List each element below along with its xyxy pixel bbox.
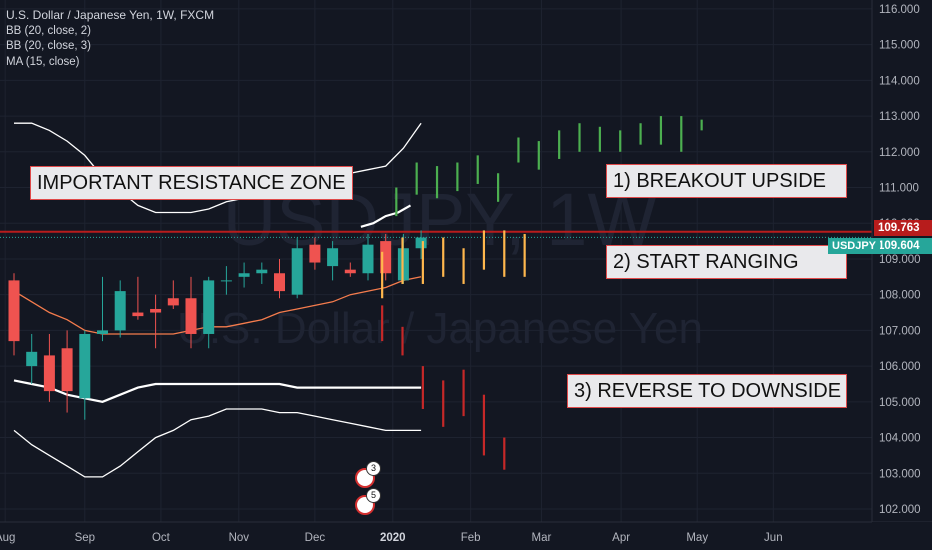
annotation-reverse: 3) REVERSE TO DOWNSIDE	[567, 374, 847, 408]
y-tick-label: 112.000	[879, 147, 920, 159]
candle-body	[238, 273, 250, 277]
resistance-price-tag: 109.763	[874, 220, 932, 236]
x-tick-label: May	[686, 532, 708, 544]
candle-body	[79, 333, 91, 399]
candle-body	[43, 355, 55, 392]
symbol-tag: USDJPY	[828, 238, 881, 254]
legend-indicator-bb3: BB (20, close, 3)	[6, 40, 92, 52]
x-tick-label: Sep	[75, 532, 95, 544]
bb2-lower-line	[13, 379, 422, 403]
y-tick-label: 102.000	[879, 504, 921, 516]
candle-body	[415, 237, 427, 249]
candle-body	[291, 248, 303, 295]
y-tick-label: 114.000	[879, 75, 920, 87]
candle-body	[167, 298, 179, 306]
candle-body	[132, 312, 144, 317]
candle-body	[344, 269, 356, 274]
bb3-upper-line	[14, 122, 422, 214]
candle-body	[274, 273, 285, 292]
bb2-upper-line	[360, 204, 412, 228]
watermark-name: U.S. Dollar / Japanese Yen	[177, 304, 703, 353]
annotation-breakout: 1) BREAKOUT UPSIDE	[606, 164, 847, 198]
last-price-tag: 109.604	[874, 238, 932, 254]
x-tick-label: Mar	[532, 532, 552, 544]
legend-title: U.S. Dollar / Japanese Yen, 1W, FXCM	[6, 8, 215, 22]
candle-body	[97, 330, 108, 334]
y-tick-label: 106.000	[879, 361, 921, 373]
x-tick-label: Apr	[612, 532, 630, 544]
y-tick-label: 105.000	[879, 397, 921, 409]
y-tick-label: 115.000	[879, 40, 920, 52]
bb3-lower-line	[13, 408, 422, 478]
calendar-count-badge: 5	[366, 488, 381, 503]
y-tick-label: 103.000	[879, 468, 921, 480]
annotation-resistance-zone: IMPORTANT RESISTANCE ZONE	[30, 166, 353, 200]
candle-body	[362, 244, 374, 274]
y-tick-label: 108.000	[879, 290, 921, 302]
axis-corner	[872, 522, 932, 550]
candle-body	[26, 351, 38, 367]
x-tick-label: Jun	[764, 532, 783, 544]
x-tick-label: Oct	[152, 532, 171, 544]
y-tick-label: 111.000	[879, 183, 919, 195]
legend-indicator-ma: MA (15, close)	[6, 55, 80, 68]
y-tick-label: 116.000	[879, 4, 920, 16]
annotation-ranging: 2) START RANGING	[606, 245, 847, 279]
y-tick-label: 109.000	[879, 254, 921, 266]
candle-body	[327, 248, 339, 267]
candle-body	[8, 280, 20, 342]
candle-body	[380, 241, 392, 274]
y-tick-label: 113.000	[879, 111, 920, 123]
x-tick-label: Dec	[305, 532, 326, 544]
x-tick-label: Feb	[461, 532, 481, 544]
candle-body	[256, 269, 268, 274]
x-tick-label: 2020	[380, 532, 406, 544]
x-tick-label: Aug	[0, 532, 15, 544]
x-tick-label: Nov	[229, 532, 250, 544]
legend-indicator-bb2: BB (20, close, 2)	[6, 24, 92, 37]
candle-body	[61, 348, 73, 392]
candle-body	[203, 280, 215, 334]
ma-line	[13, 276, 422, 335]
chart-legend: U.S. Dollar / Japanese Yen, 1W, FXCM BB …	[6, 8, 214, 70]
candle-body	[220, 280, 232, 282]
candle-body	[114, 291, 126, 331]
candle-body	[309, 244, 321, 263]
y-tick-label: 104.000	[879, 433, 921, 445]
y-tick-label: 107.000	[879, 325, 921, 337]
candle-body	[150, 308, 162, 313]
candle-body	[185, 298, 197, 334]
dividend-count-badge: 3	[366, 461, 381, 476]
